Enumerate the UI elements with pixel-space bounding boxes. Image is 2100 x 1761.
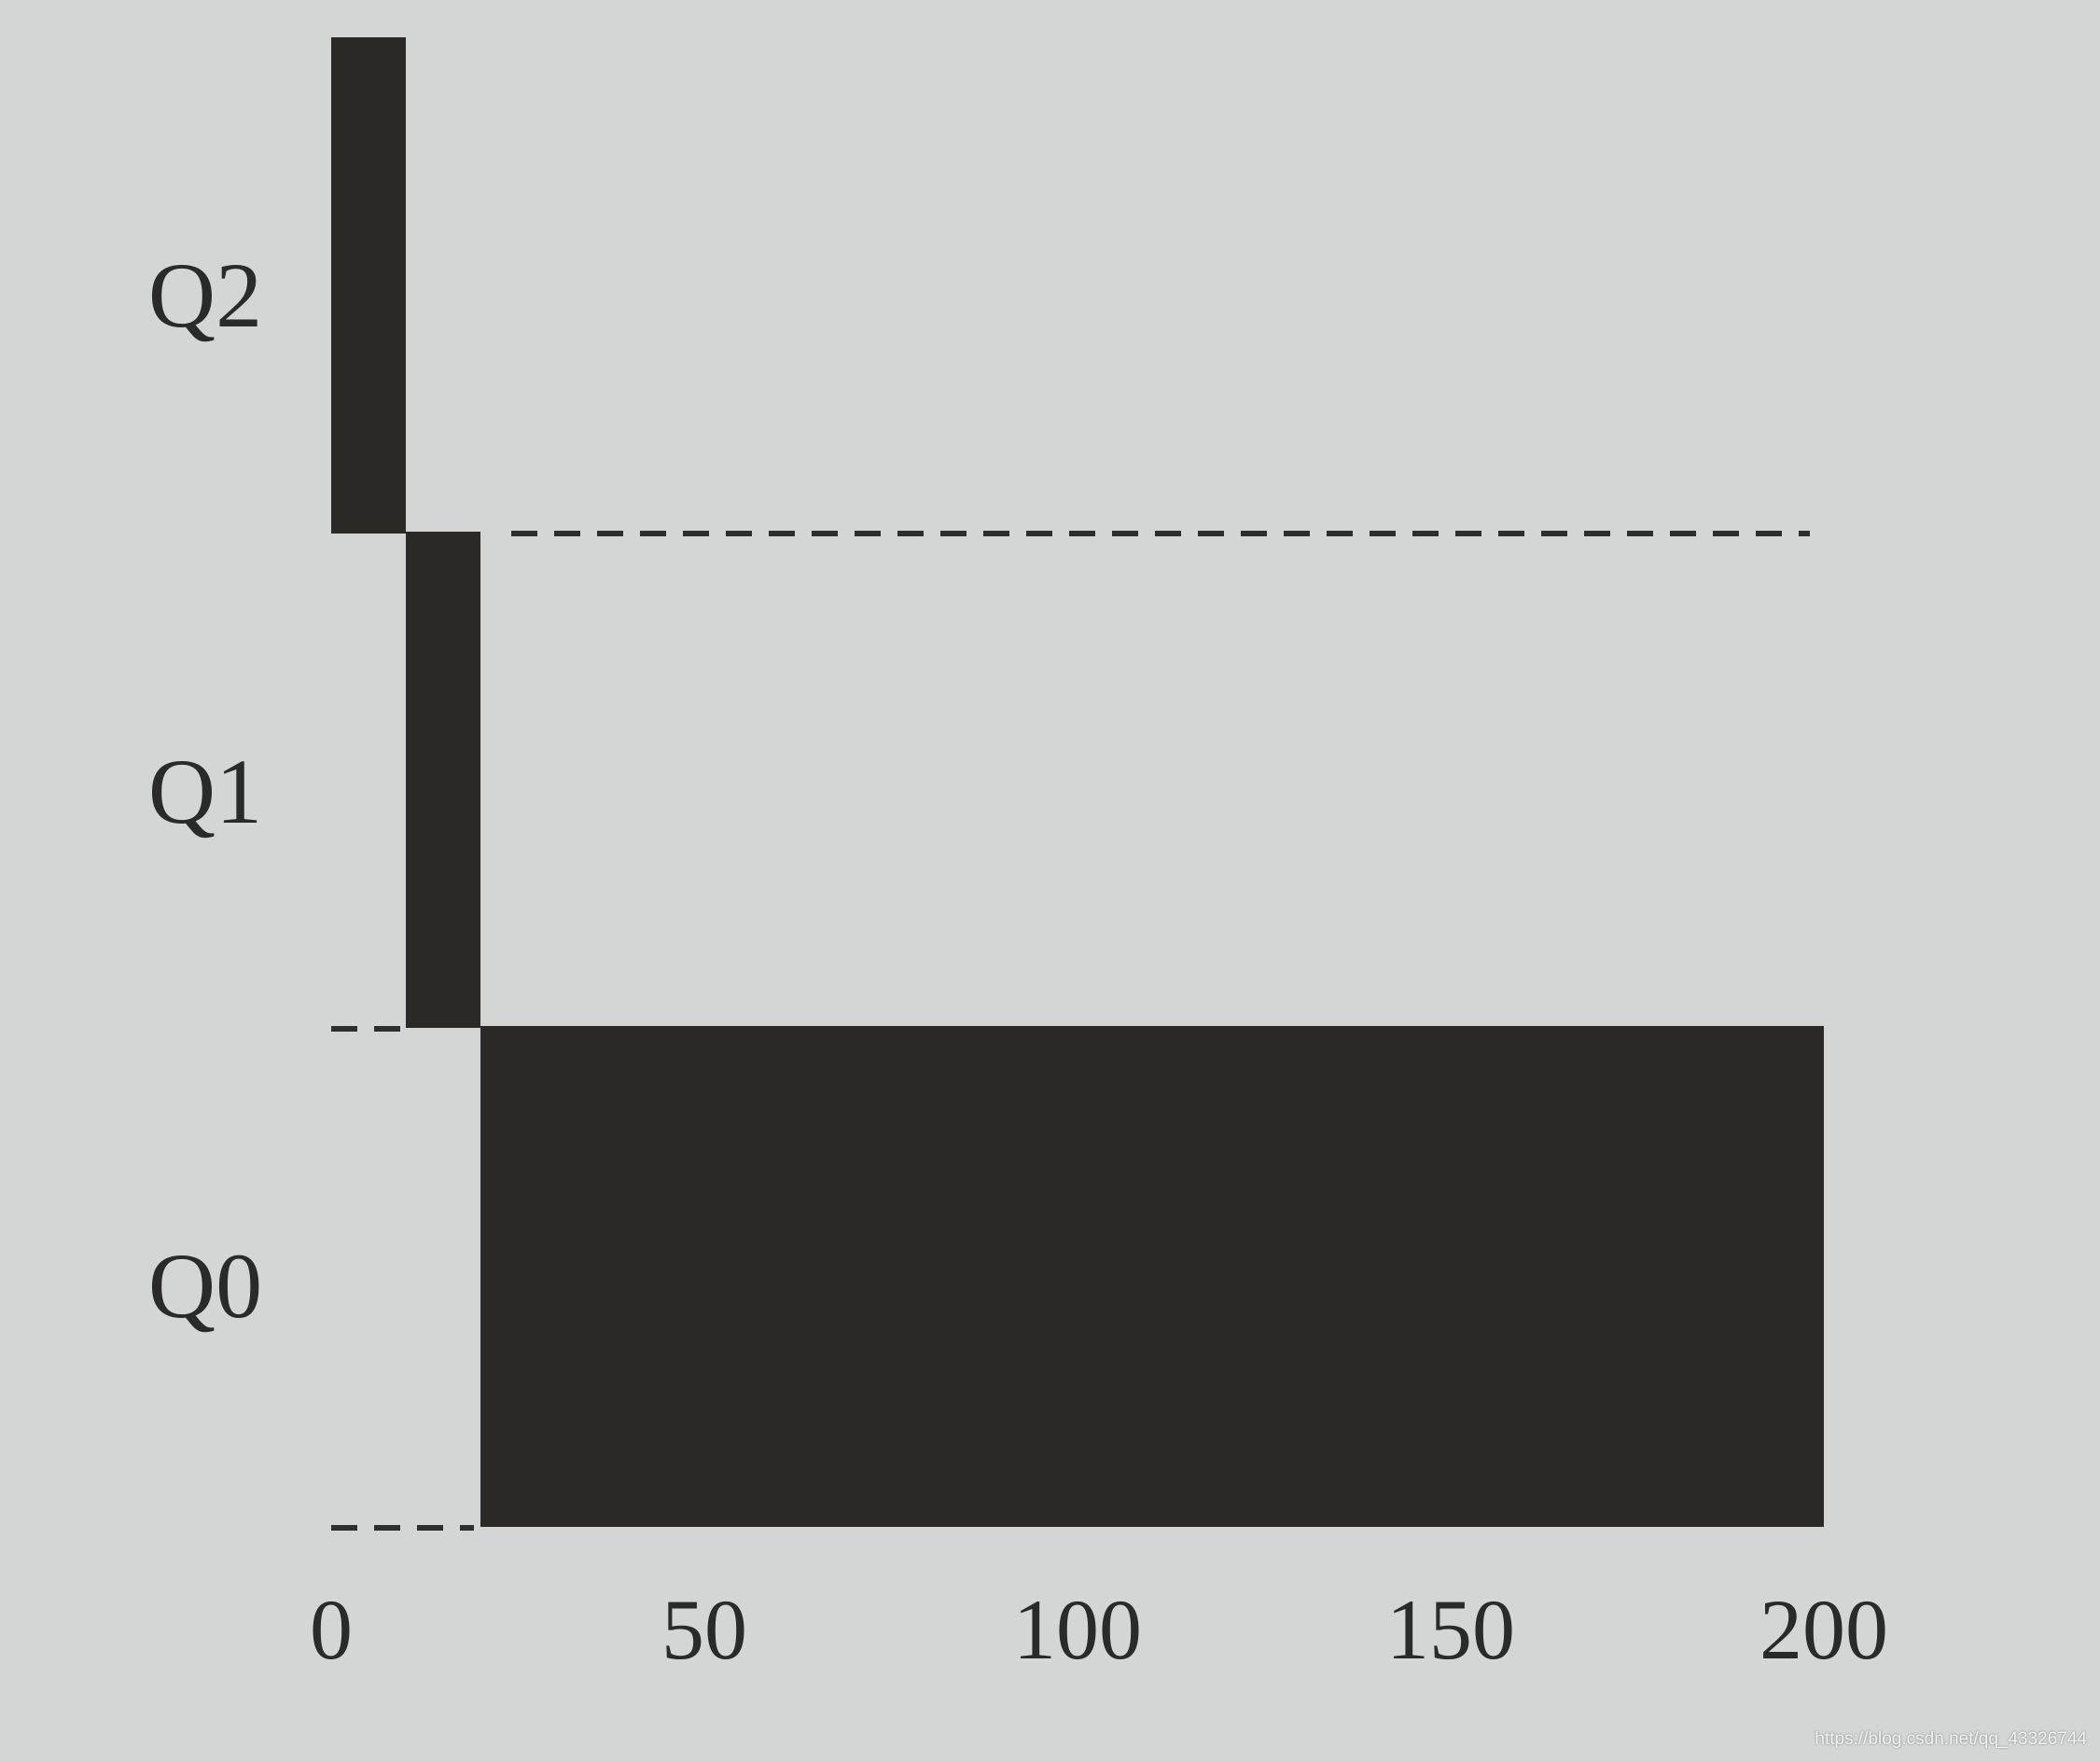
watermark: https://blog.csdn.net/qq_43326744 (1815, 1729, 2087, 1749)
bar-q2 (331, 37, 406, 534)
x-tick-label: 200 (1759, 1582, 1888, 1677)
lane-divider-lines (331, 531, 1810, 1531)
queue-label-q1: Q1 (148, 740, 262, 843)
x-axis-tick-labels: 0 50 100 150 200 (310, 1582, 1888, 1677)
bar-q1 (406, 532, 480, 1028)
bar-q0 (480, 1026, 1824, 1527)
x-tick-label: 100 (1013, 1582, 1142, 1677)
x-tick-label: 50 (661, 1582, 747, 1677)
queue-labels: Q2 Q1 Q0 (148, 243, 262, 1338)
queue-label-q2: Q2 (148, 243, 262, 347)
bars (331, 37, 1824, 1527)
x-tick-label: 0 (310, 1582, 353, 1677)
queue-label-q0: Q0 (148, 1234, 262, 1338)
x-tick-label: 150 (1386, 1582, 1515, 1677)
